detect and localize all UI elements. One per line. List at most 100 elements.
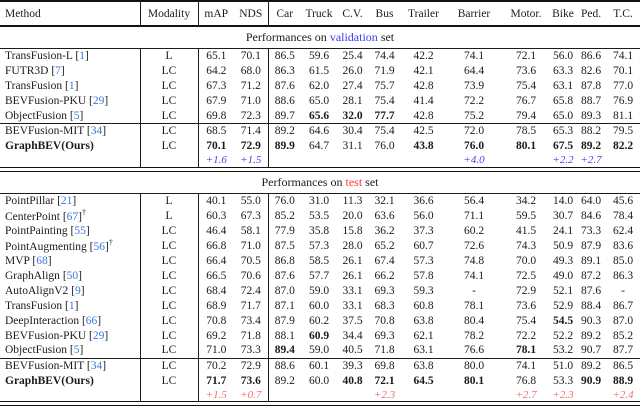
empty-cell (140, 388, 199, 402)
delta-cell (606, 154, 640, 168)
delta-cell: +1.6 (205, 154, 227, 166)
modality-cell: LC (140, 78, 199, 94)
value-cell: 62.4 (612, 224, 634, 237)
value-cell: 26.0 (342, 65, 363, 77)
value-cell: 37.5 (342, 314, 363, 327)
value-cell: 86.3 (274, 65, 295, 77)
value-cell: 69.3 (374, 284, 395, 297)
table-row: GraphBEV(Ours) LC 70.1 72.9 89.9 64.7 31.1 76.0… (0, 138, 640, 154)
value-cell: 84.6 (580, 209, 602, 222)
citation-link[interactable]: 56 (93, 240, 106, 253)
delta-cell: +2.7 (580, 154, 602, 166)
citation-link[interactable]: 7 (55, 65, 61, 77)
value-cell: 88.6 (274, 95, 295, 107)
modality-cell: LC (140, 63, 199, 79)
value-cell: 76.7 (515, 95, 537, 107)
value-cell: 75.4 (368, 123, 401, 139)
value-cell: 74.1 (502, 357, 550, 373)
value-cell: 71.0 (206, 344, 227, 357)
col-header-barrier: Barrier (446, 0, 502, 27)
value-cell: 78.1 (463, 299, 485, 312)
value-cell: 71.0 (234, 93, 269, 109)
table-row: ObjectFusion [5] LC 69.8 72.3 89.7 65.6 32.0 77… (0, 108, 640, 124)
method-cell: BEVFusion-MIT [34] (0, 357, 141, 373)
citation-link[interactable]: 5 (73, 344, 80, 357)
value-cell: 87.5 (274, 239, 295, 252)
citation-link[interactable]: 68 (36, 254, 48, 267)
value-cell: 24.1 (552, 224, 574, 237)
citation-link[interactable]: 50 (66, 269, 79, 282)
value-cell: 79.5 (606, 123, 640, 139)
value-cell: 42.1 (413, 65, 434, 77)
value-cell: 78.1 (515, 344, 537, 357)
value-cell: 87.1 (274, 299, 295, 312)
modality-cell: LC (140, 238, 199, 253)
dataset-name-link[interactable]: test (345, 174, 363, 189)
empty-cell (140, 153, 199, 167)
value-cell: 64.4 (463, 65, 485, 77)
method-cell: GraphBEV(Ours) (0, 373, 141, 388)
value-cell: 89.1 (580, 254, 602, 267)
method-name: TransFusion (5, 80, 63, 92)
value-cell: 69.8 (368, 357, 401, 373)
citation-link[interactable]: 29 (92, 95, 105, 107)
value-cell: 77.9 (274, 224, 295, 237)
citation-link[interactable]: 1 (68, 299, 75, 312)
value-cell: 77.7 (374, 109, 395, 122)
citation-link[interactable]: 66 (85, 314, 98, 327)
value-cell: 87.0 (612, 314, 634, 327)
value-cell: 65.8 (552, 95, 574, 107)
value-cell: 86.5 (274, 50, 295, 63)
method-cell: PointAugmenting [56]† (0, 238, 141, 253)
value-cell: 26.1 (342, 254, 363, 267)
value-cell: 64.6 (301, 123, 337, 139)
citation-link[interactable]: 9 (74, 284, 81, 297)
citation-link[interactable]: 29 (92, 329, 105, 342)
value-cell: 57.3 (308, 239, 330, 252)
value-cell: 32.1 (374, 194, 395, 207)
dataset-name-link[interactable]: validation (329, 30, 378, 44)
value-cell: 86.3 (612, 269, 634, 282)
value-cell: 41.4 (413, 95, 434, 107)
citation-link[interactable]: 1 (68, 80, 75, 92)
value-cell: 62.1 (413, 329, 434, 342)
value-cell: 60.7 (413, 239, 434, 252)
value-cell: 65.1 (206, 50, 227, 63)
table-row: GraphAlign [50] LC 66.5 70.6 87.6 57.7 26.1 66.… (0, 268, 640, 283)
value-cell: 30.7 (552, 209, 574, 222)
citation-link[interactable]: 67 (66, 210, 79, 223)
delta-cell (368, 154, 401, 168)
value-cell: 50.9 (552, 239, 574, 252)
value-cell: 32.0 (342, 109, 363, 122)
value-cell: 90.7 (580, 344, 602, 357)
value-cell: 56.0 (413, 209, 434, 222)
value-cell: 70.1 (612, 65, 634, 77)
delta-cell (301, 388, 337, 402)
value-cell: 81.1 (612, 109, 634, 122)
method-name: GraphBEV(Ours) (5, 374, 94, 387)
table-row: PointPillar [21] L 40.1 55.0 76.0 31.0 11.3 32.… (0, 193, 640, 208)
value-cell: 89.2 (580, 329, 602, 342)
value-cell: 86.7 (612, 299, 634, 312)
citation-link[interactable]: 5 (73, 109, 80, 122)
table-row: BEVFusion-PKU [29] LC 67.9 71.0 88.6 65.0 28.1… (0, 93, 640, 109)
value-cell: 34.4 (342, 329, 363, 342)
citation-link[interactable]: 55 (74, 224, 86, 237)
value-cell: 68.4 (206, 284, 227, 297)
delta-cell (446, 388, 502, 402)
value-cell: 69.3 (374, 329, 395, 342)
citation-link[interactable]: 34 (90, 125, 103, 138)
citation-link[interactable]: 21 (60, 194, 73, 207)
value-cell: 69.8 (206, 109, 227, 122)
citation-link[interactable]: 34 (90, 359, 103, 372)
value-cell: 86.6 (580, 50, 602, 63)
value-cell: 68.5 (198, 123, 234, 139)
double-rule (0, 166, 640, 172)
value-cell: 59.0 (308, 344, 330, 357)
method-cell: DeepInteraction [66] (0, 313, 141, 328)
value-cell: 74.8 (463, 254, 485, 267)
value-cell: 70.1 (234, 48, 269, 64)
citation-link[interactable]: 1 (79, 50, 85, 63)
value-cell: 87.0 (274, 284, 295, 297)
